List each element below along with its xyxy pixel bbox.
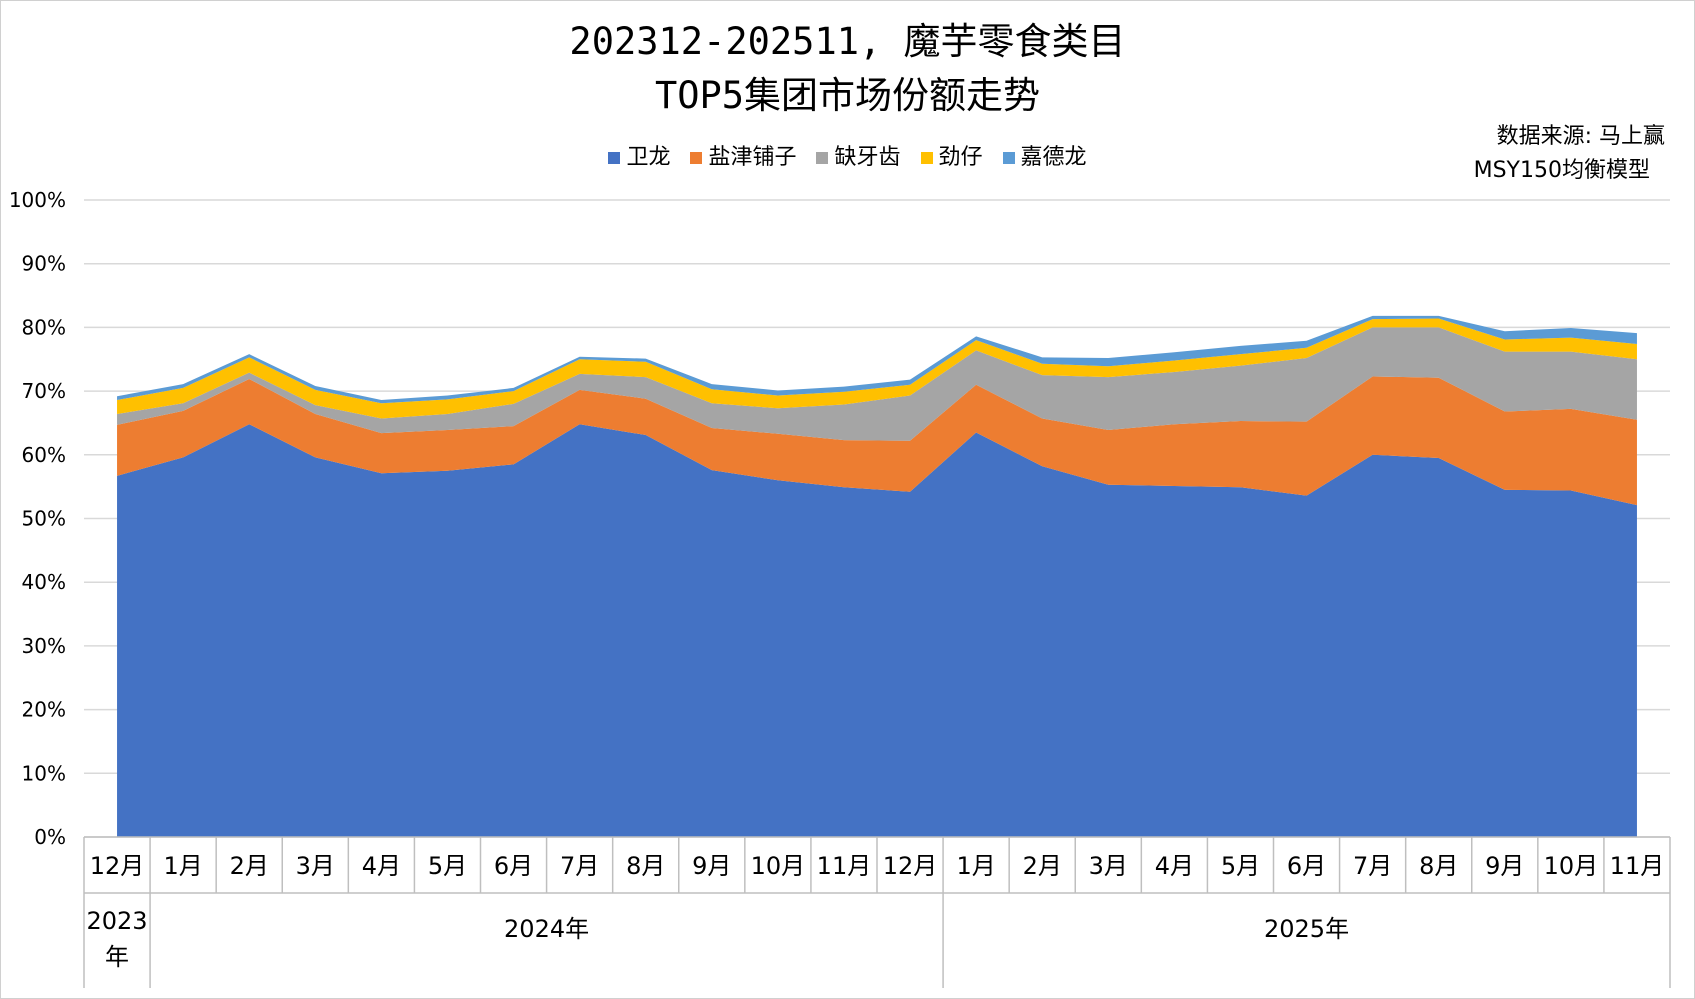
area-series-1 xyxy=(117,376,1637,506)
chart-title: 202312-202511, 魔芋零食类目 xyxy=(569,20,1126,63)
y-tick-label: 80% xyxy=(22,315,66,339)
x-tick-label: 12月 xyxy=(90,852,145,880)
x-tick-label: 9月 xyxy=(1485,852,1524,880)
legend-swatch xyxy=(1002,152,1015,164)
x-tick-label: 8月 xyxy=(1419,852,1458,880)
x-tick-label: 1月 xyxy=(163,852,202,880)
group-label: 2025年 xyxy=(1264,915,1349,943)
x-tick-label: 7月 xyxy=(560,852,599,880)
legend-item-queyachi: 缺牙齿 xyxy=(816,143,901,173)
y-tick-label: 0% xyxy=(34,825,66,849)
x-tick-label: 4月 xyxy=(1155,852,1194,880)
y-tick-label: 60% xyxy=(22,443,66,467)
x-tick-label: 9月 xyxy=(692,852,731,880)
legend-label: 劲仔 xyxy=(938,145,983,170)
x-tick-label: 3月 xyxy=(296,852,335,880)
legend-item-jiadelong: 嘉德龙 xyxy=(1002,143,1087,173)
x-tick-label: 6月 xyxy=(1287,852,1326,880)
area-series-2 xyxy=(117,327,1637,441)
legend-swatch xyxy=(608,152,621,164)
area-series-3 xyxy=(117,318,1637,419)
y-tick-label: 70% xyxy=(22,379,66,403)
y-tick-label: 20% xyxy=(22,698,66,722)
x-tick-label: 10月 xyxy=(751,852,806,880)
x-tick-label: 11月 xyxy=(1610,852,1665,880)
x-tick-label: 10月 xyxy=(1544,852,1599,880)
x-tick-label: 12月 xyxy=(883,852,938,880)
legend-label: 缺牙齿 xyxy=(834,145,901,170)
legend-swatch xyxy=(920,152,933,164)
x-tick-label: 2月 xyxy=(1023,852,1062,880)
x-tick-label: 7月 xyxy=(1353,852,1392,880)
x-tick-label: 4月 xyxy=(362,852,401,880)
y-tick-label: 10% xyxy=(22,761,66,785)
legend-swatch xyxy=(690,152,703,164)
x-tick-label: 11月 xyxy=(817,852,872,880)
x-tick-label: 6月 xyxy=(494,852,533,880)
x-tick-label: 5月 xyxy=(428,852,467,880)
area-series-4 xyxy=(117,315,1637,404)
y-tick-label: 40% xyxy=(22,570,66,594)
x-tick-label: 3月 xyxy=(1089,852,1128,880)
x-tick-label: 1月 xyxy=(956,852,995,880)
x-tick-label: 8月 xyxy=(626,852,665,880)
x-tick-label: 5月 xyxy=(1221,852,1260,880)
legend: 卫龙 盐津铺子 缺牙齿 劲仔 嘉德龙 xyxy=(0,143,1695,173)
chart-subtitle: TOP5集团市场份额走势 xyxy=(654,74,1041,117)
legend-item-yanjin: 盐津铺子 xyxy=(690,143,796,173)
legend-label: 嘉德龙 xyxy=(1020,145,1087,170)
legend-swatch xyxy=(816,152,829,164)
model-label: MSY150均衡模型 xyxy=(1473,158,1650,183)
legend-label: 卫龙 xyxy=(626,145,671,170)
group-label: 2023 xyxy=(87,907,148,935)
group-label: 年 xyxy=(105,943,129,971)
legend-label: 盐津铺子 xyxy=(708,145,797,170)
x-tick-label: 2月 xyxy=(230,852,269,880)
y-tick-label: 90% xyxy=(22,252,66,276)
y-tick-label: 100% xyxy=(9,188,66,212)
y-tick-label: 50% xyxy=(22,507,66,531)
data-source-label: 数据来源: 马上赢 xyxy=(1496,124,1665,149)
legend-item-weilong: 卫龙 xyxy=(608,143,670,173)
y-tick-label: 30% xyxy=(22,634,66,658)
legend-item-jinzai: 劲仔 xyxy=(920,143,983,173)
area-series-0 xyxy=(117,424,1637,837)
group-label: 2024年 xyxy=(504,915,589,943)
